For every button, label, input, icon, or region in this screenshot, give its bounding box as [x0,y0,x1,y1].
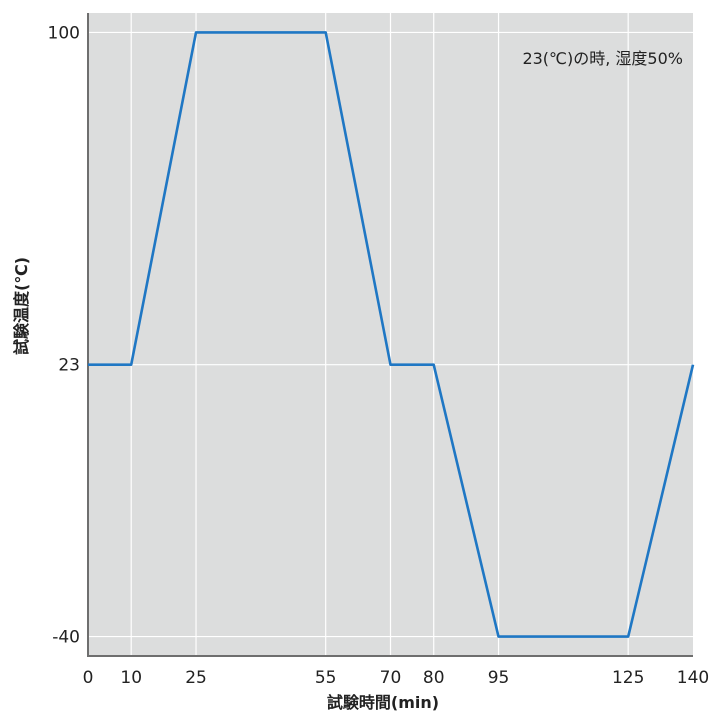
x-tick-label: 95 [488,668,510,688]
x-axis-title: 試験時間(min) [327,693,439,712]
x-tick-label: 125 [612,668,644,688]
x-tick-labels: 0 10 25 55 70 80 95 125 140 [83,668,710,688]
y-tick-label: 100 [48,23,80,43]
series-line [88,31,695,638]
x-tick-label: 25 [185,668,207,688]
series [88,31,695,638]
y-axis-title: 試験温度(℃) [12,257,31,355]
x-tick-label: 10 [120,668,142,688]
x-tick-label: 55 [315,668,337,688]
x-tick-label: 70 [380,668,402,688]
annotation: 23(℃)の時, 湿度50% [522,49,683,68]
x-tick-label: 0 [83,668,94,688]
x-tick-label: 80 [423,668,445,688]
y-tick-label: -40 [52,628,80,648]
x-tick-label: 140 [677,668,709,688]
y-tick-labels: 100 23 -40 [48,23,80,647]
y-tick-label: 23 [58,356,80,376]
